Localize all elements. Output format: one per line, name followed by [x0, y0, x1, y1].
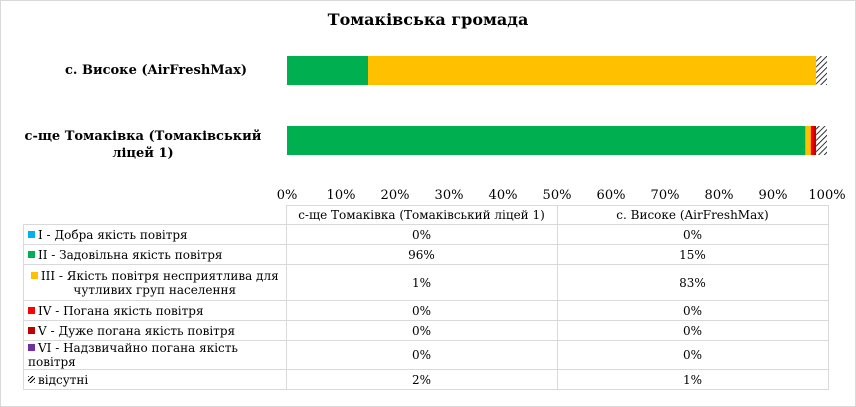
legend-label: IV - Погана якість повітря: [38, 303, 204, 318]
x-tick-label: 90%: [759, 188, 788, 203]
data-label: 0%: [285, 224, 558, 245]
legend-swatch-icon: [30, 271, 38, 279]
legend-entry: V - Дуже погана якість повітря: [23, 320, 287, 341]
table-row: IV - Погана якість повітря 0% 0%: [23, 300, 829, 321]
legend-entry: ІІ - Задовільна якість повітря: [23, 244, 287, 265]
x-tick-label: 60%: [597, 188, 626, 203]
table-header-col-1: с-ще Томаківка (Томаківський ліцей 1): [285, 205, 558, 225]
data-label: 0%: [556, 320, 829, 341]
data-label: 0%: [556, 340, 829, 370]
x-tick-label: 50%: [543, 188, 572, 203]
table-corner: [23, 205, 287, 225]
x-tick-label: 20%: [381, 188, 410, 203]
category-label-tomakivka: с-ще Томаківка (Томаківський ліцей 1): [24, 129, 262, 161]
data-label: 0%: [285, 320, 558, 341]
category-label-vysoke: с. Високе (AirFreshMax): [65, 63, 247, 78]
x-tick-label: 10%: [327, 188, 356, 203]
bar-segment-1-6: [816, 126, 827, 155]
data-table: с-ще Томаківка (Томаківський ліцей 1) с.…: [23, 205, 829, 390]
legend-swatch-icon: [28, 326, 35, 334]
legend-entry: відсутні: [23, 369, 287, 390]
bar-segment-1-3: [810, 126, 814, 155]
bar-segment-0-2: [368, 56, 817, 85]
data-label: 1%: [285, 264, 558, 301]
x-tick-label: 40%: [489, 188, 518, 203]
x-tick-label: 100%: [808, 188, 845, 203]
table-header-col-2: с. Високе (AirFreshMax): [556, 205, 829, 225]
data-label: 15%: [556, 244, 829, 265]
x-tick-label: 0%: [277, 188, 298, 203]
legend-entry: IV - Погана якість повітря: [23, 300, 287, 321]
data-label: 96%: [285, 244, 558, 265]
x-tick-label: 70%: [651, 188, 680, 203]
table-row: І - Добра якість повітря 0% 0%: [23, 224, 829, 245]
bar-segment-1-2: [805, 126, 811, 155]
table-row: ІІ - Задовільна якість повітря 96% 15%: [23, 244, 829, 265]
legend-label: VI - Надзвичайно погана якість повітря: [28, 341, 238, 369]
table-row: відсутні 2% 1%: [23, 369, 829, 390]
table-row: V - Дуже погана якість повітря 0% 0%: [23, 320, 829, 341]
data-label: 83%: [556, 264, 829, 301]
legend-entry: VI - Надзвичайно погана якість повітря: [23, 340, 287, 370]
table-row: VI - Надзвичайно погана якість повітря 0%…: [23, 340, 829, 370]
x-tick-label: 30%: [435, 188, 464, 203]
chart-title: Томаківська громада: [327, 10, 529, 29]
legend-label: V - Дуже погана якість повітря: [38, 323, 236, 338]
legend-label: І - Добра якість повітря: [38, 227, 188, 242]
data-label: 0%: [285, 300, 558, 321]
data-label: 1%: [556, 369, 829, 390]
bar-segment-0-1: [287, 56, 368, 85]
data-label: 0%: [556, 224, 829, 245]
legend-swatch-icon: [28, 375, 35, 383]
legend-entry: І - Добра якість повітря: [23, 224, 287, 245]
legend-swatch-icon: [28, 306, 35, 314]
data-label: 0%: [556, 300, 829, 321]
bar-segment-0-6: [816, 56, 827, 85]
legend-label: ІІ - Задовільна якість повітря: [38, 247, 223, 262]
legend-entry: ІІІ - Якість повітря несприятлива для чу…: [23, 264, 287, 301]
legend-label: ІІІ - Якість повітря несприятлива для чу…: [40, 268, 279, 297]
table-row: ІІІ - Якість повітря несприятлива для чу…: [23, 264, 829, 301]
x-tick-label: 80%: [705, 188, 734, 203]
data-label: 0%: [285, 340, 558, 370]
legend-label: відсутні: [38, 372, 89, 387]
legend-swatch-icon: [28, 230, 35, 238]
bar-segment-1-1: [287, 126, 806, 155]
bar-segment-1-4: [813, 126, 817, 155]
legend-swatch-icon: [28, 344, 35, 351]
legend-swatch-icon: [28, 250, 35, 258]
data-label: 2%: [285, 369, 558, 390]
